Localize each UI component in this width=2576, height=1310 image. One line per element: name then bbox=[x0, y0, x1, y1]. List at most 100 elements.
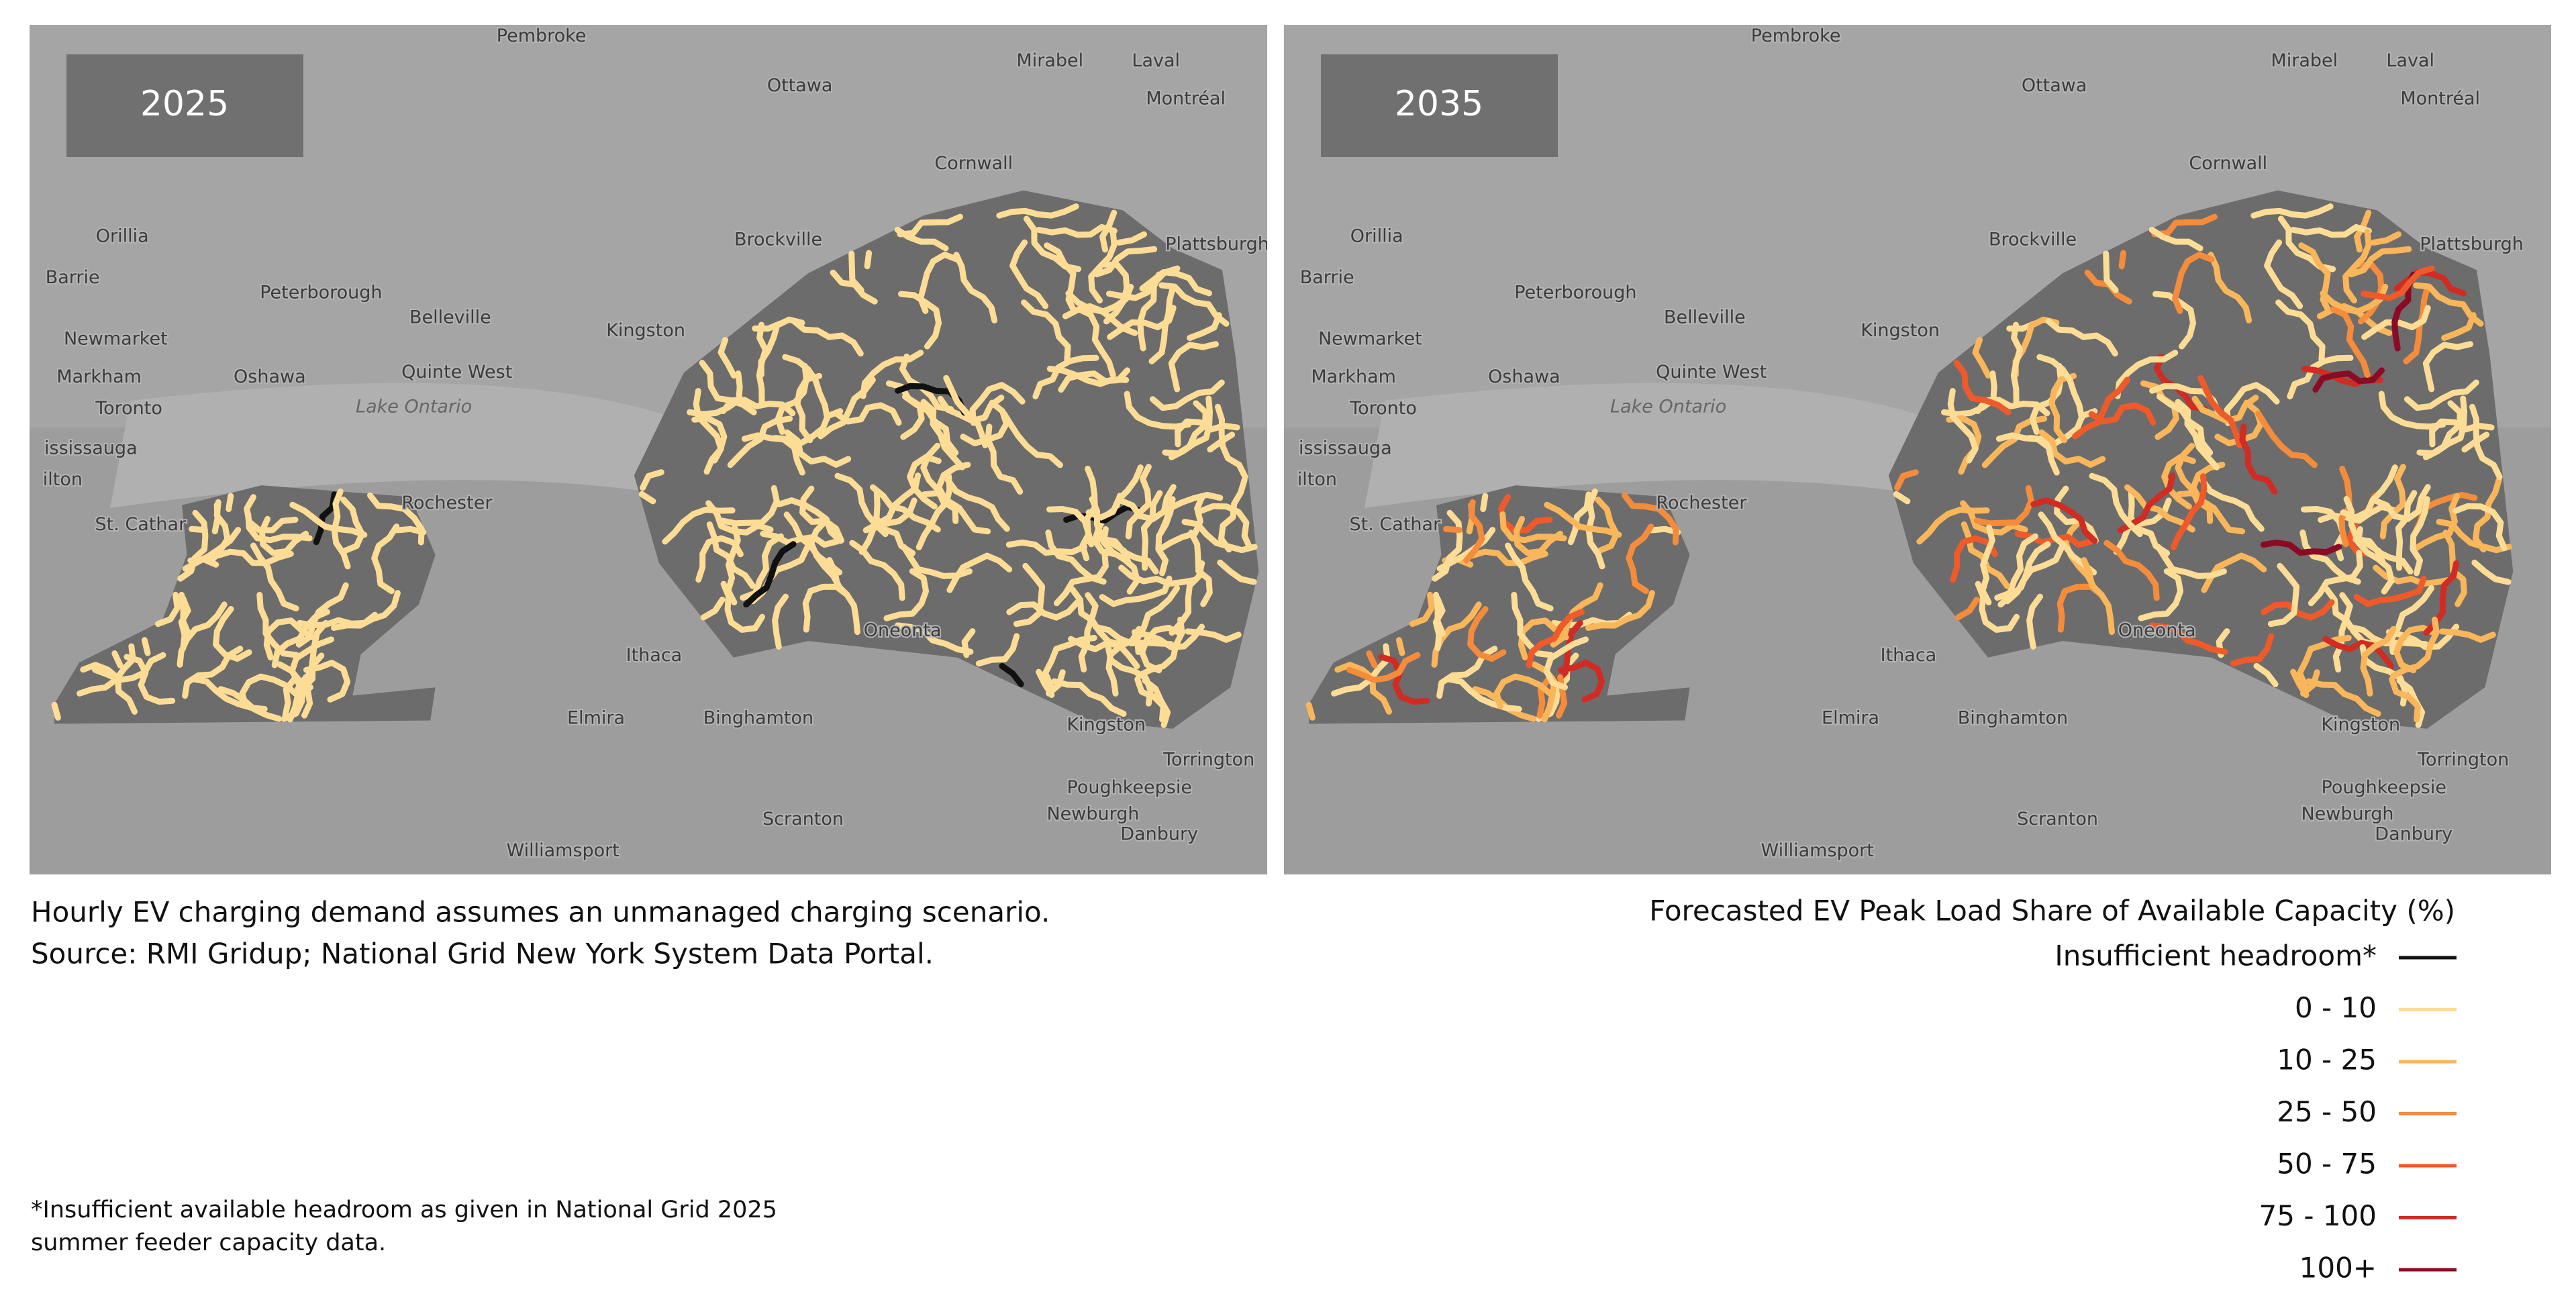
feeder-line bbox=[289, 501, 368, 538]
feeder-line bbox=[834, 472, 889, 538]
place-label: Brockville bbox=[734, 229, 822, 250]
feeder-line bbox=[1526, 609, 1585, 668]
feeder-line bbox=[2361, 305, 2431, 340]
feeder-line bbox=[662, 506, 736, 545]
feeder-line bbox=[2157, 393, 2214, 456]
feeder-line bbox=[1001, 410, 1063, 468]
feeder-line bbox=[1626, 523, 1654, 595]
feeder-line bbox=[2089, 472, 2143, 538]
feeder-line bbox=[1207, 432, 1236, 453]
legend-label: 50 - 75 bbox=[2277, 1148, 2377, 1180]
feeder-line bbox=[1975, 581, 2020, 633]
feeder-line bbox=[1106, 265, 1181, 301]
feeder-line bbox=[2379, 464, 2406, 540]
feeder-line bbox=[2250, 203, 2334, 219]
place-label: Plattsburgh bbox=[1165, 234, 1269, 255]
feeder-line bbox=[209, 499, 231, 564]
place-label: Peterborough bbox=[260, 282, 382, 303]
place-label: ilton bbox=[1297, 469, 1337, 490]
feeder-line bbox=[1125, 464, 1152, 540]
feeder-line bbox=[918, 252, 960, 314]
feeder-line bbox=[2138, 568, 2184, 621]
feeder-line bbox=[214, 548, 294, 566]
feeder-line bbox=[1217, 559, 1257, 585]
feeder-line bbox=[2410, 493, 2461, 553]
feeder-line bbox=[2308, 550, 2363, 607]
place-label: ississauga bbox=[44, 438, 138, 458]
feeder-line bbox=[2355, 526, 2395, 595]
place-label: Markham bbox=[1311, 366, 1396, 387]
feeder-line bbox=[2260, 539, 2342, 556]
feeder-line bbox=[1149, 379, 1225, 411]
feeder-line bbox=[2103, 250, 2119, 293]
place-label: Newburgh bbox=[1046, 804, 1139, 825]
feeder-line bbox=[1366, 650, 1378, 668]
place-label: Quinte West bbox=[401, 362, 512, 383]
feeder-line bbox=[1093, 246, 1158, 278]
feeder-line bbox=[717, 337, 737, 379]
feeder-line bbox=[2306, 678, 2381, 717]
feeder-line bbox=[719, 485, 780, 527]
feeder-line bbox=[897, 213, 963, 238]
place-label: Oshawa bbox=[1488, 366, 1561, 387]
lake bbox=[110, 383, 701, 508]
feeder-line bbox=[2422, 341, 2473, 393]
feeder-line bbox=[902, 393, 959, 456]
feeder-line bbox=[2348, 246, 2412, 278]
feeder-line bbox=[1585, 590, 1655, 631]
feeder-line bbox=[2471, 559, 2512, 585]
feeder-line bbox=[1101, 526, 1140, 595]
feeder-line bbox=[1068, 636, 1140, 670]
feeder-line bbox=[894, 226, 949, 252]
feeder-line bbox=[2298, 242, 2332, 315]
feeder-line bbox=[1053, 550, 1109, 607]
feeder-line bbox=[1544, 501, 1622, 538]
place-label: Elmira bbox=[1822, 708, 1879, 729]
feeder-line bbox=[975, 633, 1020, 667]
feeder-line bbox=[1469, 548, 1548, 566]
feeder-line bbox=[2416, 400, 2463, 456]
map-2035: Pembroke Ottawa Mirabel Laval Montréal Cornwa… bbox=[1284, 25, 2551, 874]
feeder-line bbox=[2296, 635, 2352, 689]
feeder-line bbox=[2208, 252, 2252, 323]
feeder-line bbox=[2124, 484, 2195, 533]
place-label: Ottawa bbox=[767, 75, 833, 96]
feeder-line bbox=[2461, 432, 2490, 453]
feeder-line bbox=[2175, 399, 2220, 470]
place-label: Pembroke bbox=[497, 26, 587, 46]
feeder-line bbox=[2395, 490, 2418, 571]
feeder-line bbox=[1480, 493, 1489, 512]
feeder-line bbox=[791, 318, 864, 357]
feeder-line bbox=[2088, 402, 2157, 426]
place-label: Toronto bbox=[95, 398, 162, 419]
feeder-line bbox=[111, 650, 123, 668]
feeder-line bbox=[371, 523, 400, 595]
feeder-line bbox=[1042, 635, 1097, 689]
feeder-line bbox=[1463, 499, 1485, 564]
place-label: Mirabel bbox=[2271, 50, 2338, 71]
feeder-line bbox=[1215, 403, 1248, 480]
place-label: Kingston bbox=[2321, 714, 2400, 735]
feeder-line bbox=[2072, 376, 2130, 440]
feeder-line bbox=[1101, 261, 1130, 325]
feeder-line bbox=[1134, 676, 1167, 723]
feeder-line bbox=[331, 590, 401, 631]
place-label: Binghamton bbox=[703, 708, 813, 729]
feeder-line bbox=[870, 484, 941, 533]
feeder-line bbox=[1185, 628, 1242, 643]
feeder-line bbox=[1973, 485, 2034, 527]
feeder-line bbox=[915, 473, 953, 550]
feeder-line bbox=[1168, 341, 1219, 393]
feeder-line bbox=[860, 350, 924, 399]
feeder-line bbox=[1443, 525, 1463, 534]
feeder-line bbox=[1961, 521, 2010, 589]
feeder-line bbox=[2267, 562, 2300, 627]
place-label: Ithaca bbox=[626, 645, 683, 666]
feeder-line bbox=[2261, 599, 2335, 621]
feeder-line bbox=[2026, 593, 2043, 650]
feeder-line bbox=[2371, 484, 2431, 522]
feeder-line bbox=[1187, 312, 1222, 341]
feeder-line bbox=[239, 673, 299, 709]
feeder-line bbox=[1075, 306, 1116, 378]
